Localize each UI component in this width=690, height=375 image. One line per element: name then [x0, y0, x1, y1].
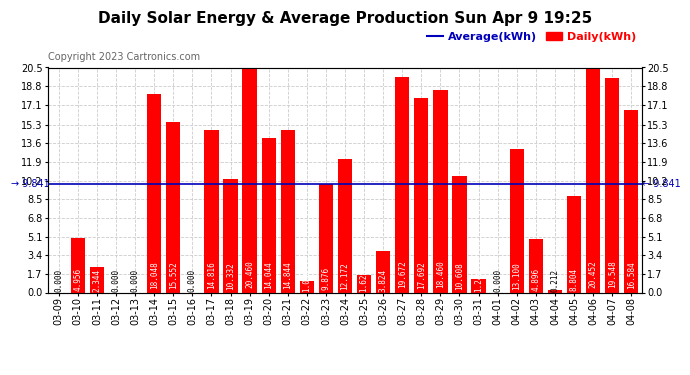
- Text: 0.000: 0.000: [112, 269, 121, 292]
- Text: 14.044: 14.044: [264, 262, 273, 290]
- Bar: [147, 94, 161, 292]
- Text: 0.000: 0.000: [493, 269, 502, 292]
- Text: → 9.841: → 9.841: [10, 180, 49, 189]
- Bar: [281, 130, 295, 292]
- Legend: Average(kWh), Daily(kWh): Average(kWh), Daily(kWh): [426, 32, 636, 42]
- Text: 20.452: 20.452: [589, 260, 598, 288]
- Text: 17.692: 17.692: [417, 261, 426, 289]
- Bar: [338, 159, 352, 292]
- Bar: [471, 279, 486, 292]
- Bar: [453, 176, 466, 292]
- Bar: [70, 238, 85, 292]
- Bar: [605, 78, 620, 292]
- Text: Copyright 2023 Cartronics.com: Copyright 2023 Cartronics.com: [48, 53, 200, 63]
- Bar: [166, 122, 180, 292]
- Text: 1.076: 1.076: [302, 269, 311, 292]
- Bar: [90, 267, 104, 292]
- Text: 15.552: 15.552: [169, 261, 178, 289]
- Text: 16.584: 16.584: [627, 261, 635, 289]
- Text: 9.876: 9.876: [322, 267, 331, 290]
- Text: 13.100: 13.100: [512, 262, 521, 290]
- Text: Daily Solar Energy & Average Production Sun Apr 9 19:25: Daily Solar Energy & Average Production …: [98, 11, 592, 26]
- Text: 2.344: 2.344: [92, 269, 101, 292]
- Bar: [357, 274, 371, 292]
- Text: 19.672: 19.672: [397, 260, 406, 288]
- Bar: [224, 179, 237, 292]
- Text: 18.460: 18.460: [436, 261, 445, 288]
- Text: 10.332: 10.332: [226, 262, 235, 290]
- Text: 19.548: 19.548: [608, 261, 617, 288]
- Text: 0.212: 0.212: [551, 269, 560, 292]
- Text: 0.000: 0.000: [130, 269, 139, 292]
- Bar: [299, 281, 314, 292]
- Text: 0.000: 0.000: [55, 269, 63, 292]
- Text: 0.000: 0.000: [188, 269, 197, 292]
- Bar: [510, 149, 524, 292]
- Bar: [433, 90, 448, 292]
- Text: 20.460: 20.460: [245, 260, 254, 288]
- Text: 18.048: 18.048: [150, 261, 159, 288]
- Text: 14.844: 14.844: [284, 261, 293, 289]
- Bar: [242, 68, 257, 292]
- Text: 1.244: 1.244: [474, 269, 483, 292]
- Text: 4.896: 4.896: [531, 268, 540, 291]
- Text: 14.816: 14.816: [207, 261, 216, 289]
- Text: ← 9.841: ← 9.841: [642, 180, 680, 189]
- Bar: [586, 68, 600, 292]
- Text: 1.628: 1.628: [359, 269, 368, 292]
- Text: 4.956: 4.956: [73, 268, 82, 291]
- Bar: [548, 290, 562, 292]
- Bar: [204, 130, 219, 292]
- Bar: [529, 239, 543, 292]
- Text: 8.804: 8.804: [569, 267, 578, 291]
- Text: 12.172: 12.172: [340, 262, 350, 290]
- Bar: [566, 196, 581, 292]
- Text: 10.608: 10.608: [455, 262, 464, 290]
- Bar: [262, 138, 276, 292]
- Bar: [624, 111, 638, 292]
- Bar: [319, 184, 333, 292]
- Text: 3.824: 3.824: [379, 268, 388, 292]
- Bar: [395, 76, 409, 292]
- Bar: [376, 251, 391, 292]
- Bar: [414, 98, 428, 292]
